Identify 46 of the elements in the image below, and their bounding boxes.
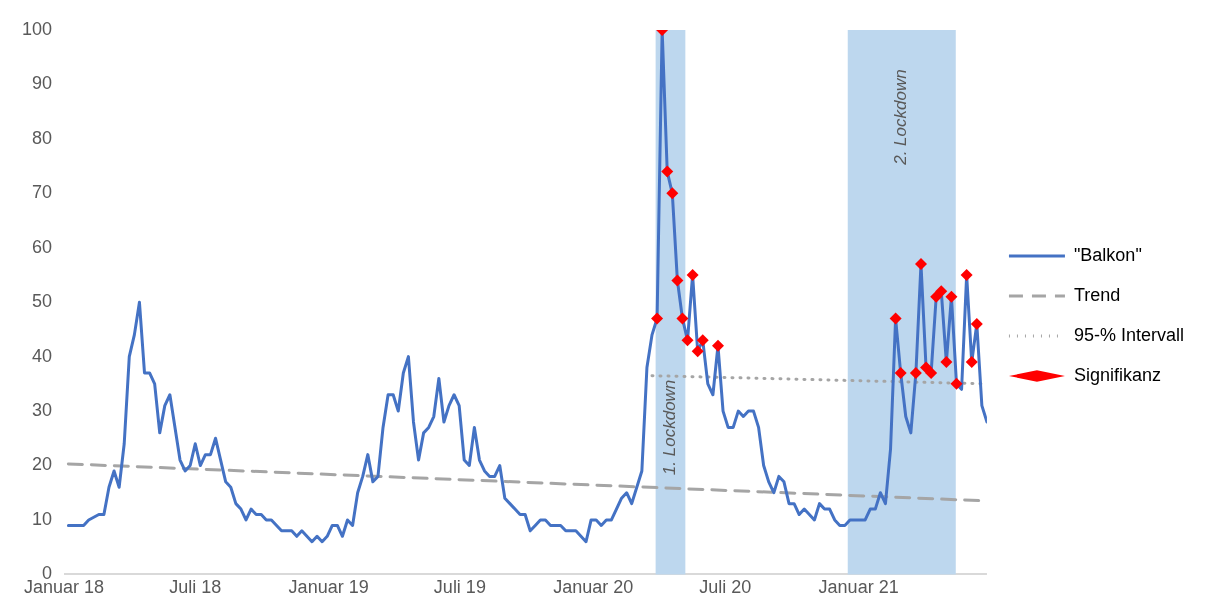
y-tick-label: 80 xyxy=(32,127,53,148)
x-tick-label: Juli 20 xyxy=(699,577,752,598)
point xyxy=(666,187,679,200)
point xyxy=(925,366,938,379)
y-tick-label: 70 xyxy=(32,182,53,203)
y-tick-label: 50 xyxy=(32,291,53,312)
legend-label: Signifikanz xyxy=(1073,364,1161,385)
point xyxy=(691,345,704,358)
point xyxy=(909,366,922,379)
y-tick-label: 60 xyxy=(32,236,53,257)
point xyxy=(920,361,933,374)
legend-label: 95-% Intervall xyxy=(1073,324,1185,345)
point xyxy=(960,268,973,281)
legend-label: Trend xyxy=(1073,284,1121,305)
point xyxy=(965,356,978,369)
x-tick-label: Juli 18 xyxy=(169,577,222,598)
y-tick-label: 40 xyxy=(32,345,53,366)
point xyxy=(661,165,674,178)
point xyxy=(711,339,724,352)
y-tick-label: 30 xyxy=(32,400,53,421)
point xyxy=(686,268,699,281)
point xyxy=(914,258,927,271)
y-tick-label: 0 xyxy=(42,563,53,584)
point xyxy=(940,356,953,369)
y-tick-label: 20 xyxy=(32,454,53,475)
x-tick-label: Januar 19 xyxy=(288,577,369,598)
point xyxy=(950,377,963,390)
point xyxy=(970,317,983,330)
point xyxy=(696,334,709,347)
y-tick-label: 100 xyxy=(21,18,53,39)
point xyxy=(676,312,689,325)
legend-label: "Balkon" xyxy=(1073,244,1142,265)
band-label: 1. Lockdown xyxy=(660,379,680,476)
point xyxy=(935,285,948,298)
x-tick-label: Januar 20 xyxy=(553,577,634,598)
point xyxy=(671,274,684,287)
band-label: 2. Lockdown xyxy=(891,69,911,166)
x-tick-label: Januar 21 xyxy=(818,577,899,598)
point xyxy=(894,366,907,379)
y-tick-label: 10 xyxy=(32,508,53,529)
x-tick-label: Juli 19 xyxy=(433,577,486,598)
point xyxy=(889,312,902,325)
point xyxy=(945,290,958,303)
point xyxy=(651,312,664,325)
point xyxy=(681,334,694,347)
y-tick-label: 90 xyxy=(32,73,53,94)
